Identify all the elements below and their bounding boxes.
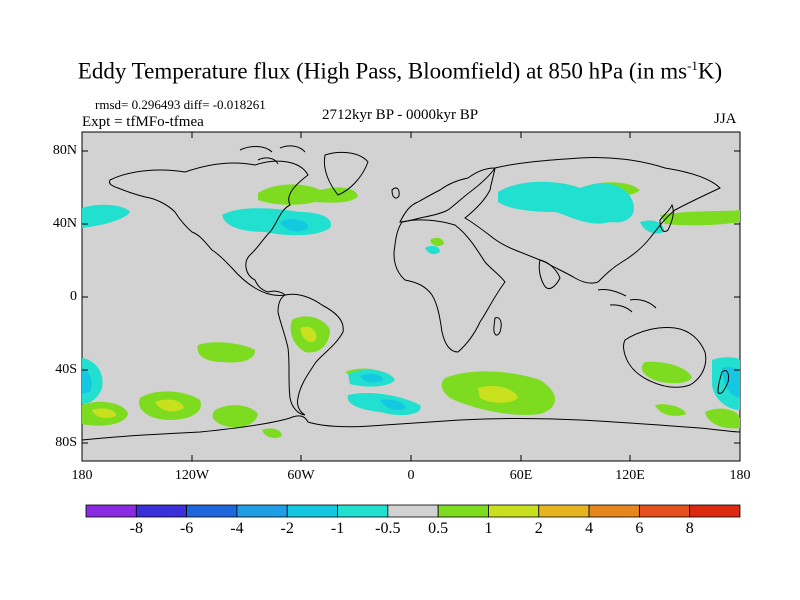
colorbar-box-11 <box>638 504 691 518</box>
patch-s-pacific-2 <box>212 405 258 428</box>
patch-s-america-core <box>300 326 317 342</box>
coast-australia <box>623 327 707 388</box>
patch-japan <box>640 220 665 234</box>
patch-s-pacific-core <box>155 399 184 412</box>
patch-small-5 <box>430 237 444 247</box>
lat-label-40s: 40S <box>55 362 77 377</box>
patch-ne-pacific <box>82 204 130 228</box>
coast-greenland <box>323 151 369 196</box>
patch-se-pacific <box>197 342 256 363</box>
coast-new-zealand <box>717 369 729 395</box>
patch-se-indian-2 <box>705 408 740 429</box>
coastlines <box>81 145 741 441</box>
coast-madagascar <box>493 317 502 336</box>
lon-label-120e: 120E <box>615 468 645 483</box>
colorbar-label-6: 0.5 <box>428 520 449 537</box>
coast-south-america <box>277 293 344 416</box>
strong-negative-patches <box>82 219 740 410</box>
colorbar-box-1 <box>135 504 188 518</box>
patch-sw-edge-core <box>82 368 92 394</box>
colorbar-label-3: -2 <box>280 520 294 537</box>
patch-small-4 <box>262 428 282 438</box>
lon-label-60e: 60E <box>509 468 533 483</box>
lon-label-180w: 180 <box>71 468 93 483</box>
coast-india <box>538 259 561 289</box>
patch-eurasia <box>498 181 634 224</box>
colorbar-box-2 <box>186 504 238 518</box>
lat-label-80n: 80N <box>52 143 77 158</box>
lat-label-80s: 80S <box>55 435 77 450</box>
colorbar-box-12 <box>689 504 741 518</box>
rmsd-diff-stats: rmsd= 0.296493 diff= -0.018261 <box>95 97 266 112</box>
axis-ticks <box>81 132 741 461</box>
colorbar-box-6 <box>387 504 439 518</box>
colorbar-label-1: -6 <box>179 520 194 537</box>
lat-label-40n: 40N <box>52 216 77 231</box>
patch-e-pacific-n <box>660 210 740 226</box>
chart-title: Eddy Temperature flux (High Pass, Bloomf… <box>77 58 723 84</box>
colorbar <box>85 504 741 518</box>
colorbar-box-3 <box>236 504 288 518</box>
coast-japan <box>659 203 674 233</box>
colorbar-label-7: 1 <box>484 520 493 537</box>
lon-label-0: 0 <box>407 468 415 483</box>
colorbar-box-4 <box>286 504 338 518</box>
coast-uk <box>391 187 400 199</box>
colorbar-label-9: 4 <box>585 520 594 537</box>
patch-sw-pacific-core <box>92 408 116 418</box>
lon-label-180e: 180 <box>729 468 751 483</box>
colorbar-label-2: -4 <box>230 520 244 537</box>
colorbar-box-7 <box>437 504 489 518</box>
experiment-label: Expt = tfMFo-tfmea <box>82 114 204 130</box>
colorbar-label-10: 6 <box>635 520 644 537</box>
patch-sahara <box>425 245 440 255</box>
coast-north-america <box>109 160 309 296</box>
strong-positive-patches <box>92 326 518 418</box>
colorbar-box-9 <box>538 504 590 518</box>
lon-label-120w: 120W <box>174 468 210 483</box>
colorbar-label-5: -0.5 <box>375 520 401 537</box>
patch-s-ocean-core <box>380 399 406 410</box>
colorbar-box-10 <box>588 504 640 518</box>
colorbar-box-0 <box>85 504 137 518</box>
colorbar-label-4: -1 <box>330 520 345 537</box>
lon-label-60w: 60W <box>287 468 315 483</box>
colorbar-box-5 <box>337 504 389 518</box>
coast-africa <box>393 219 506 353</box>
period-label: 2712kyr BP - 0000kyr BP <box>321 107 479 123</box>
patch-n-atlantic <box>258 184 358 205</box>
season-label: JJA <box>714 111 737 127</box>
coast-arctic-islands <box>239 145 306 165</box>
coast-se-asia-islands <box>597 289 657 313</box>
colorbar-label-0: -8 <box>129 520 143 537</box>
colorbar-label-8: 2 <box>534 520 543 537</box>
colorbar-box-8 <box>488 504 540 518</box>
patch-w-atlantic-core <box>280 219 308 232</box>
patch-s-atlantic-core <box>360 373 383 383</box>
patch-small-2 <box>655 404 686 416</box>
lat-label-0: 0 <box>70 289 77 304</box>
patch-tasman <box>641 361 692 384</box>
coast-antarctica <box>81 415 741 441</box>
patch-se-edge-core <box>722 367 740 398</box>
patch-s-indian-core <box>478 386 518 403</box>
coast-asia <box>464 157 721 284</box>
colorbar-label-11: 8 <box>685 520 694 537</box>
